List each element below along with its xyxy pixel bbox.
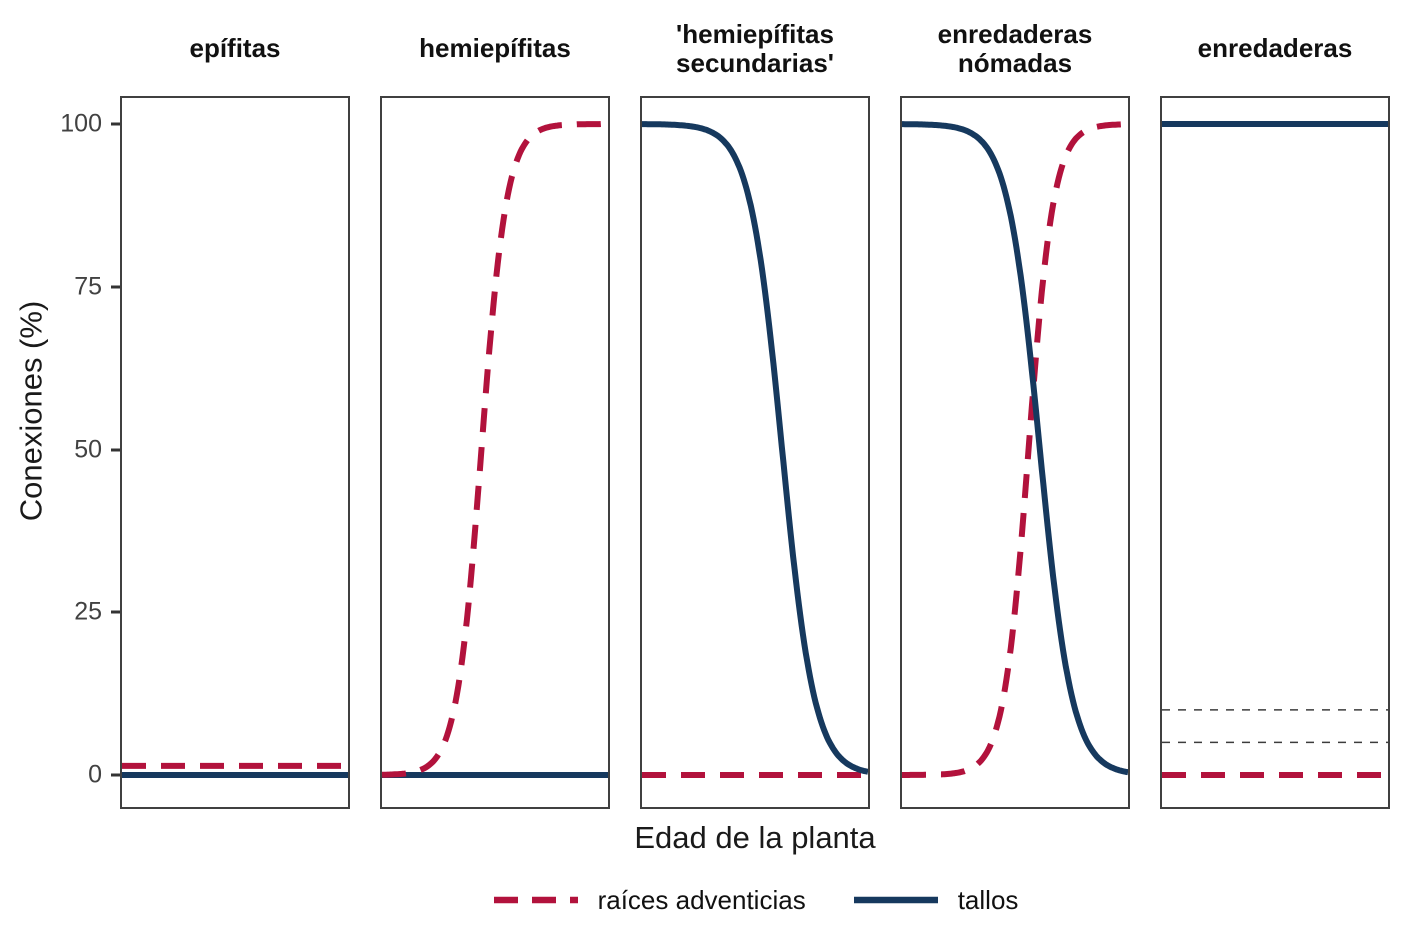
y-tick-label: 0 [88,760,102,789]
legend-line-dashed-icon [493,896,578,904]
plot-region: Conexiones (%) 0 25 50 75 100 epífitas hemie… [8,12,1390,809]
facet-plot [902,121,1128,778]
facet-plot [382,121,608,778]
facet-panel: hemiepífitas [380,12,610,809]
y-tick-mark [111,448,120,451]
y-tick-mark [111,285,120,289]
y-tick-mark [111,773,120,777]
facet-plot [1162,121,1388,778]
series-line-roots [382,121,608,778]
facet-title: epífitas [189,33,281,64]
facet-title: enredaderas nómadas [937,18,1093,78]
y-tick-label: 25 [74,597,102,626]
legend-label: raíces adventicias [597,884,806,915]
facet-plot [122,762,348,778]
plot-panel [1160,96,1390,809]
y-tick-mark [111,122,120,126]
x-axis-title: Edad de la planta [8,809,1390,867]
legend: raíces adventicias tallos [8,867,1390,933]
legend-line-solid-icon [853,896,938,904]
plot-panel [120,96,350,809]
plot-panel [380,96,610,809]
legend-item-roots: raíces adventicias [492,885,806,916]
legend-label: tallos [957,884,1019,915]
plot-panel [900,96,1130,809]
facet-panel: enredaderas nómadas [900,12,1130,809]
x-axis-title-text: Edad de la planta [634,820,876,855]
facet-title: enredaderas [1197,33,1353,64]
y-tick-mark [111,610,120,614]
facet-title: hemiepífitas [419,33,571,64]
facet-panel: epífitas [120,12,350,809]
y-tick-label: 50 [74,435,102,463]
facet-panel: enredaderas [1160,12,1390,809]
y-tick-label: 75 [74,272,102,301]
y-tick-label: 100 [60,109,102,138]
facet-title: 'hemiepífitas secundarias' [676,18,834,78]
y-axis: 0 25 50 75 100 [54,12,120,809]
y-axis-title: Conexiones (%) [8,12,54,809]
plot-panel [640,96,870,809]
facet-plot [642,121,868,778]
series-line-stems [642,121,868,775]
legend-item-stems: tallos [852,884,1019,916]
y-axis-title-text: Conexiones (%) [13,300,49,521]
series-line-stems [902,121,1128,776]
facet-panel: 'hemiepífitas secundarias' [640,12,870,809]
facets: epífitas hemiepífitas 'hemiepífitas secu… [120,12,1390,809]
series-line-roots [902,121,1128,778]
